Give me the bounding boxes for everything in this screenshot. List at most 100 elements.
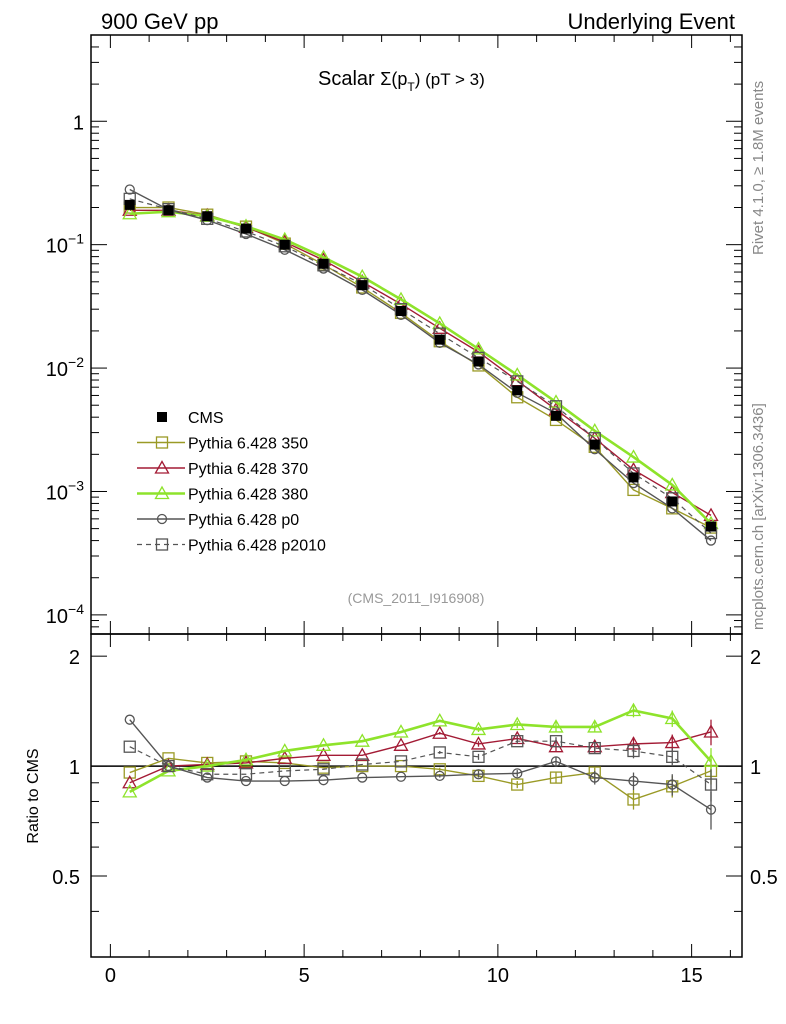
legend-label: Pythia 6.428 350: [188, 436, 308, 453]
data-point: [589, 439, 600, 450]
ratio-point: [393, 737, 409, 751]
series-point: [587, 423, 603, 437]
legend-label: Pythia 6.428 370: [188, 461, 308, 478]
ratio-point: [434, 770, 445, 782]
legend-marker: [156, 513, 168, 525]
series-point: [393, 291, 409, 306]
ratio-point: [395, 771, 407, 782]
ratio-tick-label-left: 1: [69, 757, 80, 779]
ratio-point: [589, 772, 600, 783]
x-tick-label: 10: [487, 965, 509, 987]
series-point: [470, 341, 487, 355]
legend-label: Pythia 6.428 380: [188, 487, 308, 504]
ratio-point: [472, 750, 485, 763]
data-point: [124, 199, 135, 210]
data-point: [473, 356, 484, 367]
ratio-point: [432, 713, 448, 727]
ratio-point: [238, 755, 254, 769]
series-line: [129, 198, 712, 534]
series-point: [703, 507, 719, 522]
data-point: [434, 334, 445, 345]
main-layer: [122, 184, 719, 546]
y-tick-label: 1: [73, 112, 84, 134]
ratio-ylabel: Ratio to CMS: [25, 748, 42, 843]
ratio-point: [238, 752, 254, 766]
ratio-line: [129, 740, 712, 786]
ratio-point: [160, 763, 177, 777]
x-tick-label: 15: [681, 965, 703, 987]
legend-label: Pythia 6.428 p2010: [188, 538, 326, 555]
ratio-point: [122, 774, 138, 789]
ratio-point: [122, 784, 138, 798]
ratio-point: [123, 740, 136, 753]
ratio-point: [356, 758, 369, 771]
legend-layer: CMS Pythia 6.428 350 Pythia 6.428 370 Pythi…: [137, 410, 326, 555]
ratio-point: [627, 793, 640, 806]
ratio-point: [587, 719, 603, 733]
axes-layer: 0 5 10 15 1 10−1 10−2 10−3 10−4 2 2 1 1 0.5 0.5: [46, 34, 778, 987]
title-sub: T: [407, 80, 415, 94]
ratio-point: [317, 763, 330, 776]
series-line: [129, 210, 712, 525]
data-point: [628, 472, 639, 483]
ratio-point: [315, 747, 332, 762]
ratio-point: [239, 768, 253, 781]
series-point: [122, 205, 138, 220]
series-point: [664, 477, 680, 491]
mcplots-label: mcplots.cern.ch [arXiv:1306.3436]: [750, 403, 767, 630]
ratio-point: [470, 721, 487, 736]
ratio-frame: [90, 633, 743, 958]
ratio-point: [199, 758, 215, 772]
ratio-point: [703, 753, 719, 768]
ratio-line: [129, 719, 712, 811]
ratio-point: [628, 775, 639, 787]
ratio-tick-label-right: 0.5: [750, 867, 778, 889]
ratio-point: [277, 750, 293, 764]
ratio-point: [354, 747, 370, 762]
ratio-point: [162, 759, 175, 773]
data-point: [241, 223, 251, 234]
ratio-point: [509, 716, 525, 731]
ratio-point: [357, 772, 368, 783]
ratio-point: [627, 744, 640, 758]
ratio-point: [202, 772, 213, 783]
ratio-point: [240, 775, 252, 787]
title-suffix: ) (pT > 3): [415, 70, 485, 89]
rivet-label: Rivet 4.1.0, ≥ 1.8M events: [750, 81, 767, 255]
legend-marker: [154, 485, 170, 500]
ratio-point: [705, 804, 717, 815]
ratio-point: [201, 768, 214, 781]
ratio-point: [394, 755, 408, 768]
ratio-point: [318, 775, 329, 786]
ratio-tick-label-right: 2: [750, 647, 761, 669]
legend-marker: [154, 460, 170, 474]
y-tick-label: 10−2: [46, 354, 84, 381]
data-point: [512, 385, 523, 396]
ratio-point: [277, 743, 293, 757]
ratio-point: [703, 724, 719, 738]
analysis-id: (CMS_2011_I916908): [348, 590, 485, 606]
y-tick-label: 10−4: [46, 601, 84, 628]
legend-label: Pythia 6.428 p0: [188, 512, 299, 529]
ratio-point: [548, 719, 564, 733]
ratio-point: [199, 756, 215, 771]
series-point: [509, 367, 525, 381]
data-point: [706, 521, 716, 532]
ratio-line: [129, 709, 712, 793]
ratio-point: [393, 724, 409, 738]
plot-title: Scalar Σ(pT) (pT > 3): [318, 68, 485, 94]
ratio-point: [549, 771, 563, 784]
ratio-point: [278, 764, 291, 778]
x-tick-label: 0: [105, 965, 116, 987]
ratio-point: [315, 737, 332, 751]
ratio-point: [473, 769, 484, 780]
ratio-point: [588, 741, 601, 755]
data-point: [202, 211, 213, 222]
legend-marker: [155, 436, 169, 449]
ratio-point: [548, 738, 564, 753]
legend-marker: [155, 538, 169, 551]
data-point: [163, 205, 174, 216]
ratio-layer: [91, 702, 742, 830]
ratio-point: [666, 750, 679, 763]
data-point: [357, 280, 368, 291]
